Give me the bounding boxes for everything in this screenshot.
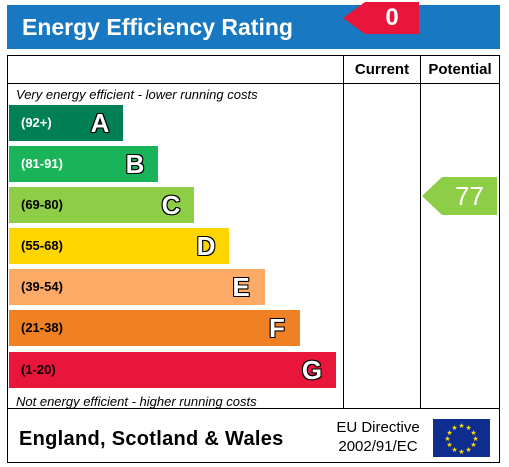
eu-directive: EU Directive 2002/91/EC: [326, 418, 430, 456]
svg-text:★: ★: [458, 422, 464, 430]
band-e: (39-54) E: [9, 269, 265, 305]
band-c: (69-80) C: [9, 187, 194, 223]
band-letter: C: [161, 190, 181, 220]
column-header-potential: Potential: [428, 61, 492, 78]
score-badge-value: 0: [385, 4, 399, 31]
column-divider-current: [343, 56, 344, 408]
note-top: Very energy efficient - lower running co…: [16, 87, 258, 102]
band-range: (69-80): [21, 197, 63, 212]
svg-text:★: ★: [470, 429, 476, 437]
rating-table: Current Potential Very energy efficient …: [7, 55, 500, 463]
svg-text:★: ★: [444, 435, 450, 443]
header-row-divider: [8, 83, 499, 84]
svg-text:★: ★: [458, 448, 464, 456]
svg-text:★: ★: [472, 435, 478, 443]
score-badge: 0: [343, 2, 419, 34]
eu-stars-icon: ★ ★ ★ ★ ★ ★ ★ ★ ★ ★ ★ ★: [444, 422, 478, 456]
band-f: (21-38) F: [9, 310, 300, 346]
band-range: (92+): [21, 115, 52, 130]
band-g: (1-20) G: [9, 352, 336, 388]
band-letter: D: [196, 231, 216, 261]
band-letter: A: [90, 108, 110, 138]
svg-text:★: ★: [451, 446, 457, 454]
band-letter: E: [232, 272, 250, 302]
eu-directive-line2: 2002/91/EC: [338, 438, 418, 455]
band-b: (81-91) B: [9, 146, 158, 182]
band-letter: G: [301, 355, 323, 385]
band-range: (21-38): [21, 320, 63, 335]
band-range: (39-54): [21, 279, 63, 294]
rating-arrow-icon: [422, 177, 497, 215]
band-letter: F: [269, 313, 285, 343]
badge-arrow-icon: [343, 2, 419, 34]
svg-text:★: ★: [451, 424, 457, 432]
svg-text:★: ★: [465, 424, 471, 432]
svg-text:★: ★: [470, 441, 476, 449]
band-range: (81-91): [21, 156, 63, 171]
band-range: (1-20): [21, 362, 56, 377]
footer-divider: [8, 408, 499, 409]
note-bottom: Not energy efficient - higher running co…: [16, 394, 257, 409]
footer-country: England, Scotland & Wales: [19, 428, 284, 450]
band-d: (55-68) D: [9, 228, 229, 264]
svg-text:★: ★: [465, 446, 471, 454]
svg-text:★: ★: [446, 429, 452, 437]
column-header-current: Current: [354, 61, 410, 78]
header-bar: Energy Efficiency Rating: [7, 5, 500, 49]
svg-text:★: ★: [446, 441, 452, 449]
potential-rating: 77: [422, 177, 497, 215]
band-letter: B: [125, 149, 145, 179]
column-divider-potential: [420, 56, 421, 408]
page-title: Energy Efficiency Rating: [22, 14, 293, 40]
potential-rating-value: 77: [455, 181, 484, 211]
eu-directive-line1: EU Directive: [336, 419, 420, 436]
eu-flag-icon: ★ ★ ★ ★ ★ ★ ★ ★ ★ ★ ★ ★: [433, 419, 490, 457]
band-range: (55-68): [21, 238, 63, 253]
band-a: (92+) A: [9, 105, 123, 141]
